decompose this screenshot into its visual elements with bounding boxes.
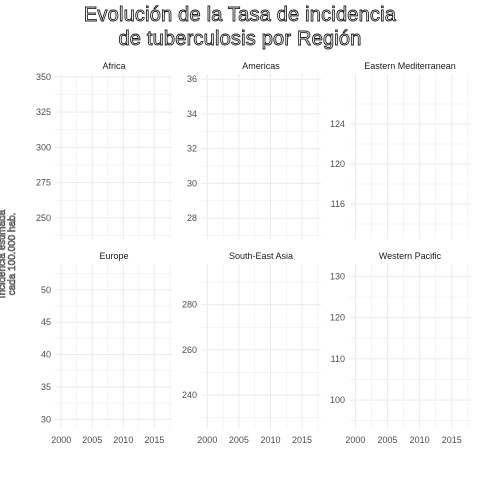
- y-tick-label: 110: [331, 354, 345, 364]
- panel-eastern-mediterranean: Eastern Mediterranean 116 120 124: [330, 61, 471, 239]
- y-tick-label: 32: [187, 144, 197, 154]
- y-tick-label: 30: [187, 178, 197, 188]
- facet-strip-label: Western Pacific: [379, 251, 442, 261]
- y-tick-label: 130: [330, 271, 345, 281]
- y-tick-label: 350: [36, 72, 51, 82]
- facet-strip-label: Americas: [242, 61, 280, 71]
- panel-south-east-asia: South-East Asia 240 260 280 2000 2005 2010 2015: [182, 251, 321, 445]
- chart-title-line-1: Evolución de la Tasa de incidencia: [83, 4, 397, 27]
- panel-background: [55, 74, 173, 239]
- panel-background: [349, 264, 471, 429]
- y-tick-label: 100: [330, 395, 345, 405]
- panel-background: [201, 74, 321, 239]
- x-tick-label: 2005: [378, 435, 398, 445]
- x-tick-label: 2005: [229, 435, 249, 445]
- x-tick-label: 2015: [144, 435, 164, 445]
- panel-background: [201, 264, 321, 429]
- y-tick-label: 280: [182, 300, 197, 310]
- y-tick-label: 28: [187, 213, 197, 223]
- chart-title-line-2: de tuberculosis por Región: [118, 28, 362, 51]
- y-tick-label: 325: [36, 107, 51, 117]
- y-tick-label: 116: [331, 199, 345, 209]
- y-tick-label: 36: [187, 74, 197, 84]
- panel-europe: Europe 30 35 40 45 50 2000 2005 2010 2015: [41, 251, 173, 445]
- y-tick-label: 260: [182, 345, 197, 355]
- x-tick-label: 2000: [197, 435, 217, 445]
- panel-western-pacific: Western Pacific 100 110 120 130 2000 2005 2010 2…: [330, 251, 471, 445]
- y-tick-label: 35: [41, 382, 51, 392]
- x-tick-label: 2000: [51, 435, 71, 445]
- y-tick-label: 124: [330, 119, 345, 129]
- y-tick-label: 40: [41, 350, 51, 360]
- panel-background: [349, 74, 471, 239]
- y-tick-label: 250: [36, 213, 51, 223]
- chart-title: Evolución de la Tasa de incidencia de tu…: [0, 3, 480, 51]
- y-tick-label: 120: [330, 313, 345, 323]
- x-tick-label: 2015: [292, 435, 312, 445]
- y-tick-label: 275: [36, 178, 51, 188]
- y-tick-label: 50: [41, 285, 51, 295]
- panel-background: [55, 264, 173, 429]
- facet-strip-label: South-East Asia: [229, 251, 293, 261]
- x-tick-label: 2015: [442, 435, 462, 445]
- y-tick-label: 120: [330, 159, 345, 169]
- facet-strip-label: Europe: [99, 251, 128, 261]
- y-tick-label: 34: [187, 109, 197, 119]
- facet-strip-label: Eastern Mediterranean: [364, 61, 456, 71]
- panel-africa: Africa 250 275 300 325 350: [36, 61, 173, 239]
- y-tick-label: 30: [41, 414, 51, 424]
- x-tick-label: 2010: [113, 435, 133, 445]
- x-tick-label: 2000: [345, 435, 365, 445]
- x-tick-label: 2005: [82, 435, 102, 445]
- panel-americas: Americas 28 30 32 34 36: [187, 61, 321, 239]
- y-tick-label: 240: [182, 390, 197, 400]
- facet-strip-label: Africa: [102, 61, 125, 71]
- y-tick-label: 300: [36, 142, 51, 152]
- y-tick-label: 45: [41, 317, 51, 327]
- x-tick-label: 2010: [260, 435, 280, 445]
- x-tick-label: 2010: [410, 435, 430, 445]
